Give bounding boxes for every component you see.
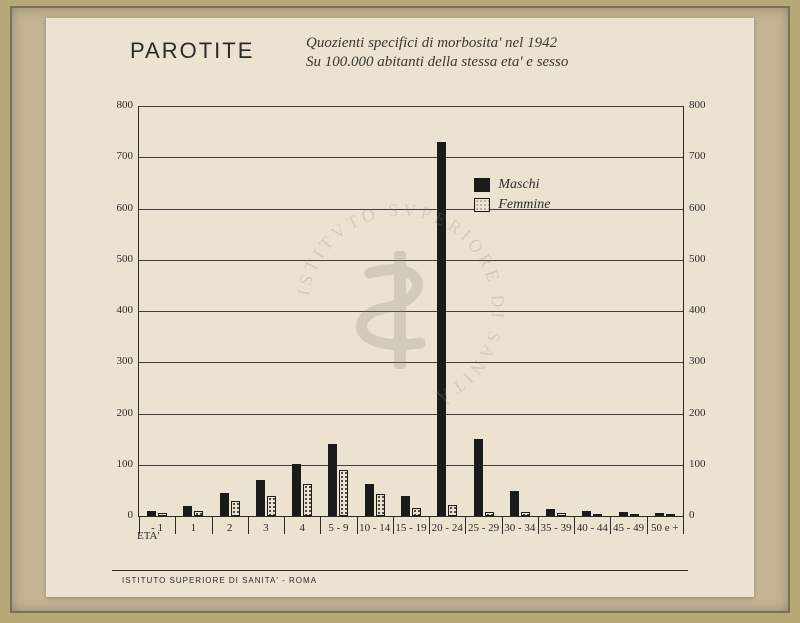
bar-maschi xyxy=(147,511,156,516)
legend: Maschi Femmine xyxy=(474,177,550,217)
y-tick-left: 500 xyxy=(117,253,140,265)
bar-femmine xyxy=(448,505,457,516)
x-tick-divider xyxy=(139,516,140,534)
chart-card: PAROTITE Quozienti specifici di morbosit… xyxy=(46,18,754,597)
gridline xyxy=(139,362,683,363)
bar-maschi xyxy=(582,511,591,516)
bar-femmine xyxy=(485,512,494,516)
y-tick-right: 200 xyxy=(683,407,706,419)
bar-femmine xyxy=(158,513,167,516)
chart-title: PAROTITE xyxy=(130,38,254,64)
bar-maschi xyxy=(655,513,664,516)
x-tick-label: 1 xyxy=(175,516,211,534)
x-tick-label: 10 - 14 xyxy=(357,516,393,534)
legend-item-femmine: Femmine xyxy=(474,197,550,213)
subtitle-line-2: Su 100.000 abitanti della stessa eta' e … xyxy=(306,54,568,70)
bar-maschi xyxy=(401,496,410,517)
x-tick-label: 25 - 29 xyxy=(465,516,501,534)
chart: ETA' 00100100200200300300400400500500600… xyxy=(108,106,714,545)
gridline xyxy=(139,260,683,261)
bar-maschi xyxy=(546,509,555,516)
bar-femmine xyxy=(412,508,421,516)
chart-subtitle: Quozienti specifici di morbosita' nel 19… xyxy=(306,34,568,72)
legend-label-maschi: Maschi xyxy=(498,177,539,193)
x-tick-label: 30 - 34 xyxy=(502,516,538,534)
bar-maschi xyxy=(292,464,301,516)
y-tick-left: 200 xyxy=(117,407,140,419)
y-tick-right: 400 xyxy=(683,304,706,316)
y-tick-left: 300 xyxy=(117,355,140,367)
bar-maschi xyxy=(510,491,519,516)
bar-femmine xyxy=(521,512,530,516)
x-tick-label: 35 - 39 xyxy=(538,516,574,534)
x-tick-divider xyxy=(683,516,684,534)
y-tick-left: 600 xyxy=(117,202,140,214)
y-tick-left: 0 xyxy=(128,509,140,521)
legend-item-maschi: Maschi xyxy=(474,177,550,193)
gridline xyxy=(139,106,683,107)
y-tick-right: 700 xyxy=(683,150,706,162)
gridline xyxy=(139,465,683,466)
y-tick-right: 100 xyxy=(683,458,706,470)
bar-femmine xyxy=(630,514,639,516)
y-tick-right: 600 xyxy=(683,202,706,214)
x-tick-label: - 1 xyxy=(139,516,175,534)
bar-maschi xyxy=(328,444,337,516)
x-tick-label: 2 xyxy=(212,516,248,534)
y-tick-right: 800 xyxy=(683,99,706,111)
bar-femmine xyxy=(666,514,675,516)
bar-maschi xyxy=(474,439,483,516)
legend-label-femmine: Femmine xyxy=(498,197,550,213)
x-tick-label: 4 xyxy=(284,516,320,534)
bar-femmine xyxy=(339,470,348,516)
y-tick-left: 800 xyxy=(117,99,140,111)
photo-mat: PAROTITE Quozienti specifici di morbosit… xyxy=(10,6,790,613)
bar-maschi xyxy=(256,480,265,516)
gridline xyxy=(139,209,683,210)
x-tick-label: 50 e + xyxy=(647,516,683,534)
y-tick-right: 0 xyxy=(683,509,695,521)
y-tick-right: 300 xyxy=(683,355,706,367)
bar-femmine xyxy=(376,494,385,516)
plot-area: ETA' 00100100200200300300400400500500600… xyxy=(138,106,684,517)
bar-femmine xyxy=(303,484,312,516)
gridline xyxy=(139,311,683,312)
x-tick-label: 40 - 44 xyxy=(574,516,610,534)
bar-maschi xyxy=(183,506,192,516)
bar-femmine xyxy=(557,513,566,516)
y-tick-left: 400 xyxy=(117,304,140,316)
footer-text: ISTITUTO SUPERIORE DI SANITA' - ROMA xyxy=(122,576,317,585)
x-tick-label: 20 - 24 xyxy=(429,516,465,534)
gridline xyxy=(139,414,683,415)
legend-swatch-femmine xyxy=(474,198,490,212)
bar-femmine xyxy=(267,496,276,517)
x-tick-label: 15 - 19 xyxy=(393,516,429,534)
x-tick-label: 5 - 9 xyxy=(320,516,356,534)
y-tick-right: 500 xyxy=(683,253,706,265)
x-tick-label: 3 xyxy=(248,516,284,534)
bar-maschi xyxy=(220,493,229,516)
bar-femmine xyxy=(231,501,240,516)
y-tick-left: 700 xyxy=(117,150,140,162)
bar-maschi xyxy=(365,484,374,516)
y-tick-left: 100 xyxy=(117,458,140,470)
bar-femmine xyxy=(593,514,602,516)
x-tick-label: 45 - 49 xyxy=(610,516,646,534)
gridline xyxy=(139,157,683,158)
header: PAROTITE Quozienti specifici di morbosit… xyxy=(72,34,728,90)
bar-maschi xyxy=(619,512,628,516)
legend-swatch-maschi xyxy=(474,178,490,192)
subtitle-line-1: Quozienti specifici di morbosita' nel 19… xyxy=(306,35,557,51)
footer-rule xyxy=(112,570,688,571)
bar-femmine xyxy=(194,511,203,516)
bar-maschi xyxy=(437,142,446,516)
